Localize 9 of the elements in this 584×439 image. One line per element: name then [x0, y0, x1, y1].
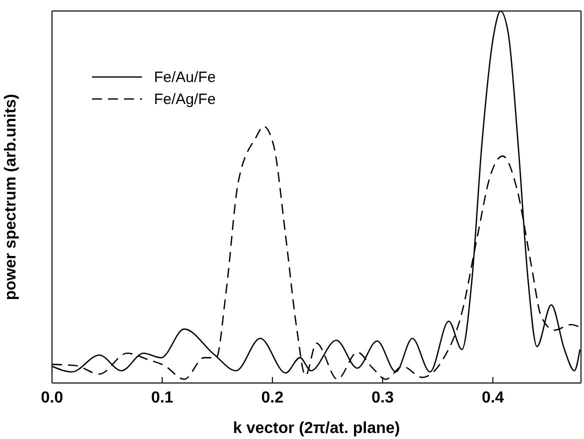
x-tick-label: 0.3 [372, 389, 394, 406]
x-tick-label: 0.1 [151, 389, 174, 406]
x-tick-label: 0.2 [261, 389, 284, 406]
x-tick-label: 0.4 [482, 389, 504, 406]
x-tick-label: 0.0 [40, 389, 64, 406]
y-axis-title: power spectrum (arb.units) [2, 94, 20, 300]
x-axis-title: k vector (2π/at. plane) [233, 420, 400, 437]
legend-label: Fe/Ag/Fe [154, 90, 216, 108]
legend-label: Fe/Au/Fe [154, 68, 216, 86]
